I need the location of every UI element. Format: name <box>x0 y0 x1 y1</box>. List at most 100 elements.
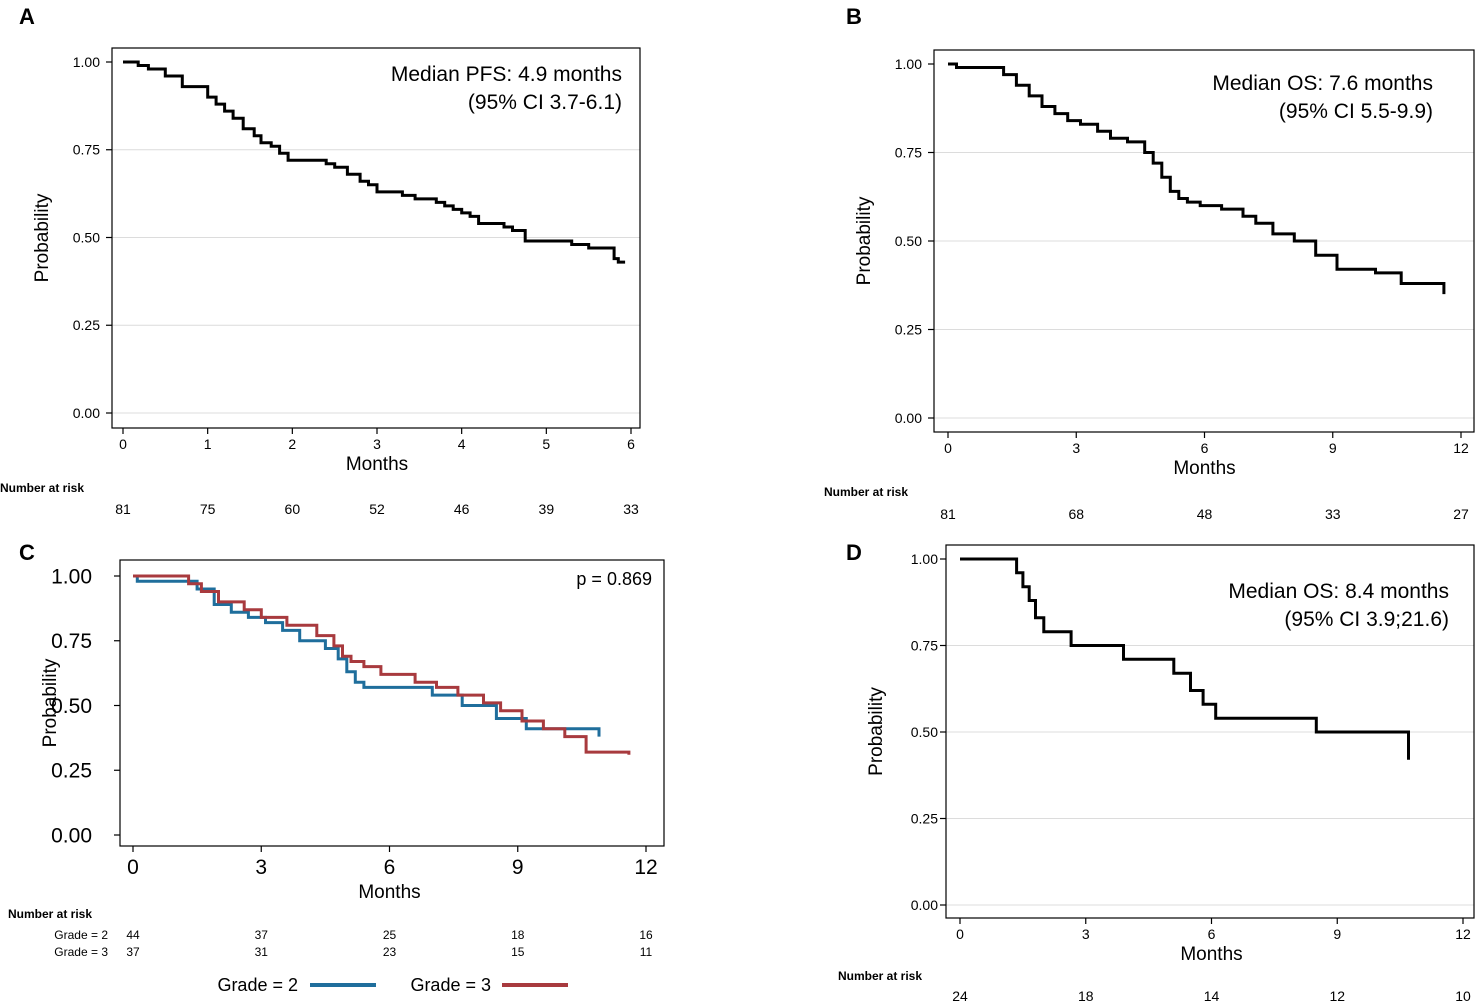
risk-count: 23 <box>383 945 397 959</box>
risk-count: 37 <box>126 945 140 959</box>
legend: Grade = 2 Grade = 3 <box>217 975 568 995</box>
y-tick-label: 0.75 <box>895 144 922 160</box>
y-tick-label: 0.50 <box>73 229 100 245</box>
y-axis: 0.00 0.25 0.50 0.75 1.00 <box>51 565 120 847</box>
risk-count: 39 <box>539 501 555 517</box>
x-tick-label: 12 <box>1455 926 1471 942</box>
risk-count: 18 <box>1078 988 1094 1003</box>
y-tick-label: 0.25 <box>51 760 92 783</box>
risk-count: 68 <box>1068 506 1084 522</box>
x-axis-title: Months <box>346 454 408 475</box>
km-curve-all <box>123 60 626 264</box>
x-tick-label: 3 <box>1072 440 1080 456</box>
x-tick-label: 2 <box>288 436 296 452</box>
x-tick-label: 0 <box>127 856 139 879</box>
risk-count: 27 <box>1453 506 1469 522</box>
x-tick-label: 4 <box>458 436 466 452</box>
x-tick-label: 3 <box>255 856 267 879</box>
x-tick-label: 3 <box>373 436 381 452</box>
y-tick-label: 0.50 <box>51 695 92 718</box>
risk-table-title: Number at risk <box>0 481 84 495</box>
risk-count: 33 <box>623 501 639 517</box>
x-axis: 0 3 6 9 12 <box>956 918 1471 942</box>
risk-count: 81 <box>115 501 131 517</box>
risk-count: 31 <box>255 945 269 959</box>
risk-count: 52 <box>369 501 385 517</box>
y-axis: 0.00 0.25 0.50 0.75 1.00 <box>911 551 946 913</box>
km-curve-series-1 <box>133 574 601 737</box>
y-axis-title: Probability <box>854 196 875 285</box>
panel-a: A 0.00 0.25 0.50 0.75 1.00 0 1 2 3 4 5 6 Months Probab… <box>0 4 641 517</box>
y-axis: 0.00 0.25 0.50 0.75 1.00 <box>73 54 112 421</box>
risk-count: 60 <box>285 501 301 517</box>
panel-b: B 0.00 0.25 0.50 0.75 1.00 0 3 6 9 12 Months Probabi… <box>824 4 1475 522</box>
x-tick-label: 0 <box>119 436 127 452</box>
x-tick-label: 0 <box>956 926 964 942</box>
y-tick-label: 0.75 <box>911 637 938 653</box>
y-tick-label: 1.00 <box>51 565 92 588</box>
x-tick-label: 12 <box>634 856 657 879</box>
x-axis-title: Months <box>1173 458 1235 479</box>
x-tick-label: 6 <box>1201 440 1209 456</box>
risk-count: 10 <box>1455 988 1471 1003</box>
y-tick-label: 0.00 <box>911 897 938 913</box>
y-axis-title: Probability <box>40 658 61 747</box>
km-curve-all <box>948 62 1446 295</box>
y-axis: 0.00 0.25 0.50 0.75 1.00 <box>895 56 934 426</box>
y-tick-label: 0.50 <box>911 724 938 740</box>
risk-count: 24 <box>952 988 968 1003</box>
risk-count: 81 <box>940 506 956 522</box>
x-tick-label: 9 <box>512 856 524 879</box>
panel-label: B <box>846 4 862 29</box>
x-tick-label: 6 <box>384 856 396 879</box>
x-tick-label: 9 <box>1329 440 1337 456</box>
x-axis: 0 1 2 3 4 5 6 <box>119 428 635 452</box>
x-tick-label: 6 <box>1208 926 1216 942</box>
y-tick-label: 0.25 <box>895 321 922 337</box>
y-axis-title: Probability <box>32 193 53 282</box>
annotation-median: Median OS: 8.4 months <box>1228 580 1449 603</box>
y-tick-label: 1.00 <box>73 54 100 70</box>
risk-count: 33 <box>1325 506 1341 522</box>
y-tick-label: 0.75 <box>73 142 100 158</box>
risk-count: 18 <box>511 928 525 942</box>
risk-count: 16 <box>639 928 653 942</box>
x-tick-label: 12 <box>1453 440 1469 456</box>
km-curve-series-2 <box>133 574 631 755</box>
y-tick-label: 0.00 <box>895 410 922 426</box>
risk-table-title: Number at risk <box>824 485 908 499</box>
number-at-risk: Number at risk Grade = 2 44 37 25 18 16 Grade =… <box>8 907 653 959</box>
x-axis-title: Months <box>358 882 420 903</box>
risk-table-title: Number at risk <box>8 907 92 921</box>
y-tick-label: 0.75 <box>51 630 92 653</box>
risk-table-title: Number at risk <box>838 969 922 983</box>
y-tick-label: 0.00 <box>51 824 92 847</box>
x-axis: 0 3 6 9 12 <box>944 432 1469 456</box>
gridlines <box>946 645 1474 906</box>
plot-frame <box>119 559 665 847</box>
number-at-risk: Number at risk 81 68 48 33 27 <box>824 485 1469 522</box>
y-tick-label: 1.00 <box>911 551 938 567</box>
legend-label: Grade = 3 <box>410 975 491 995</box>
y-tick-label: 0.50 <box>895 233 922 249</box>
y-tick-label: 0.25 <box>911 810 938 826</box>
number-at-risk: Number at risk 24 18 14 12 10 <box>838 969 1471 1003</box>
risk-count: 15 <box>511 945 525 959</box>
panel-label: A <box>19 4 35 29</box>
number-at-risk: Number at risk 81 75 60 52 46 39 33 <box>0 481 639 517</box>
risk-count: 75 <box>200 501 216 517</box>
risk-count: 11 <box>640 945 653 959</box>
risk-count: 37 <box>255 928 269 942</box>
y-tick-label: 0.00 <box>73 405 100 421</box>
risk-count: 46 <box>454 501 470 517</box>
risk-row-label: Grade = 3 <box>54 945 108 959</box>
risk-count: 25 <box>383 928 397 942</box>
x-tick-label: 0 <box>944 440 952 456</box>
panel-d: D 0.00 0.25 0.50 0.75 1.00 0 3 6 9 12 Months Probabi… <box>838 540 1475 1003</box>
km-curve-all <box>960 557 1410 760</box>
annotation-median: Median OS: 7.6 months <box>1212 72 1433 95</box>
y-tick-label: 1.00 <box>895 56 922 72</box>
y-axis-title: Probability <box>866 687 887 776</box>
risk-count: 48 <box>1197 506 1213 522</box>
